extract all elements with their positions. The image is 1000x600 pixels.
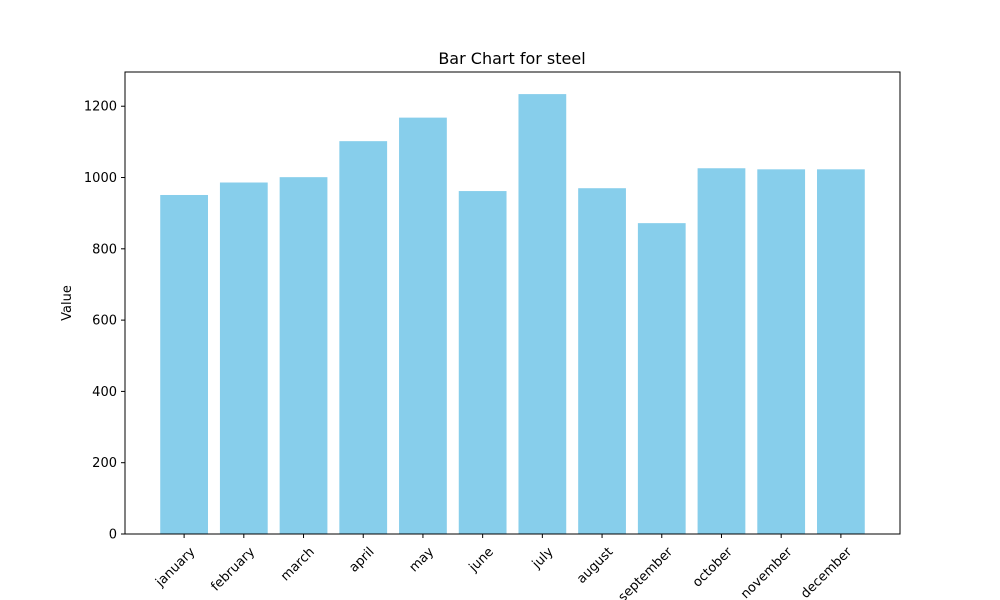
chart-title: Bar Chart for steel <box>438 49 585 68</box>
x-tick-label: october <box>690 544 736 590</box>
bar-may <box>399 117 447 534</box>
bars-layer <box>160 94 865 535</box>
x-tick-label: april <box>347 545 378 576</box>
y-tick-label: 600 <box>92 314 117 329</box>
x-tick-label: july <box>529 544 557 572</box>
x-tick-label: march <box>278 545 318 585</box>
x-tick-label: december <box>798 544 855 600</box>
y-tick-label: 200 <box>92 456 117 471</box>
y-tick-label: 0 <box>109 528 117 543</box>
x-tick-label: june <box>466 545 497 576</box>
y-tick-label: 400 <box>92 385 117 400</box>
bar-january <box>160 194 208 534</box>
bar-february <box>219 182 268 534</box>
plot-frame <box>124 71 901 535</box>
bar-june <box>458 191 507 534</box>
y-tick-label: 800 <box>92 242 117 257</box>
x-tick-label: august <box>574 545 616 587</box>
x-tick-label: may <box>407 544 438 575</box>
bar-march <box>279 177 328 534</box>
bar-july <box>518 94 567 534</box>
y-tick-label: 1200 <box>84 100 117 115</box>
y-tick-label: 1000 <box>84 171 117 186</box>
bar-october <box>697 168 746 534</box>
bar-december <box>817 169 865 534</box>
bar-april <box>339 141 388 534</box>
x-tick-label: november <box>738 544 796 600</box>
bar-september <box>637 223 686 535</box>
x-axis-ticks: january february march april may june july augu… <box>152 534 856 600</box>
x-tick-label: january <box>152 544 198 590</box>
x-tick-label: february <box>208 544 258 594</box>
bar-november <box>757 169 806 534</box>
x-tick-label: september <box>616 544 677 600</box>
y-axis-label: Value <box>60 285 75 321</box>
y-axis-ticks: 0 200 400 600 800 1000 1200 <box>84 100 125 543</box>
bar-august <box>578 188 626 535</box>
